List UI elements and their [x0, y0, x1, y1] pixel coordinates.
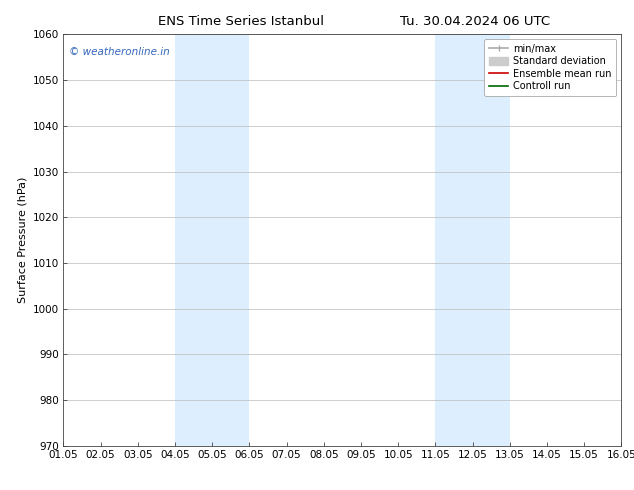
- Y-axis label: Surface Pressure (hPa): Surface Pressure (hPa): [17, 177, 27, 303]
- Text: ENS Time Series Istanbul: ENS Time Series Istanbul: [158, 15, 324, 28]
- Text: Tu. 30.04.2024 06 UTC: Tu. 30.04.2024 06 UTC: [401, 15, 550, 28]
- Bar: [436, 34, 510, 446]
- Legend: min/max, Standard deviation, Ensemble mean run, Controll run: min/max, Standard deviation, Ensemble me…: [484, 39, 616, 96]
- Bar: [175, 34, 249, 446]
- Text: © weatheronline.in: © weatheronline.in: [69, 47, 170, 57]
